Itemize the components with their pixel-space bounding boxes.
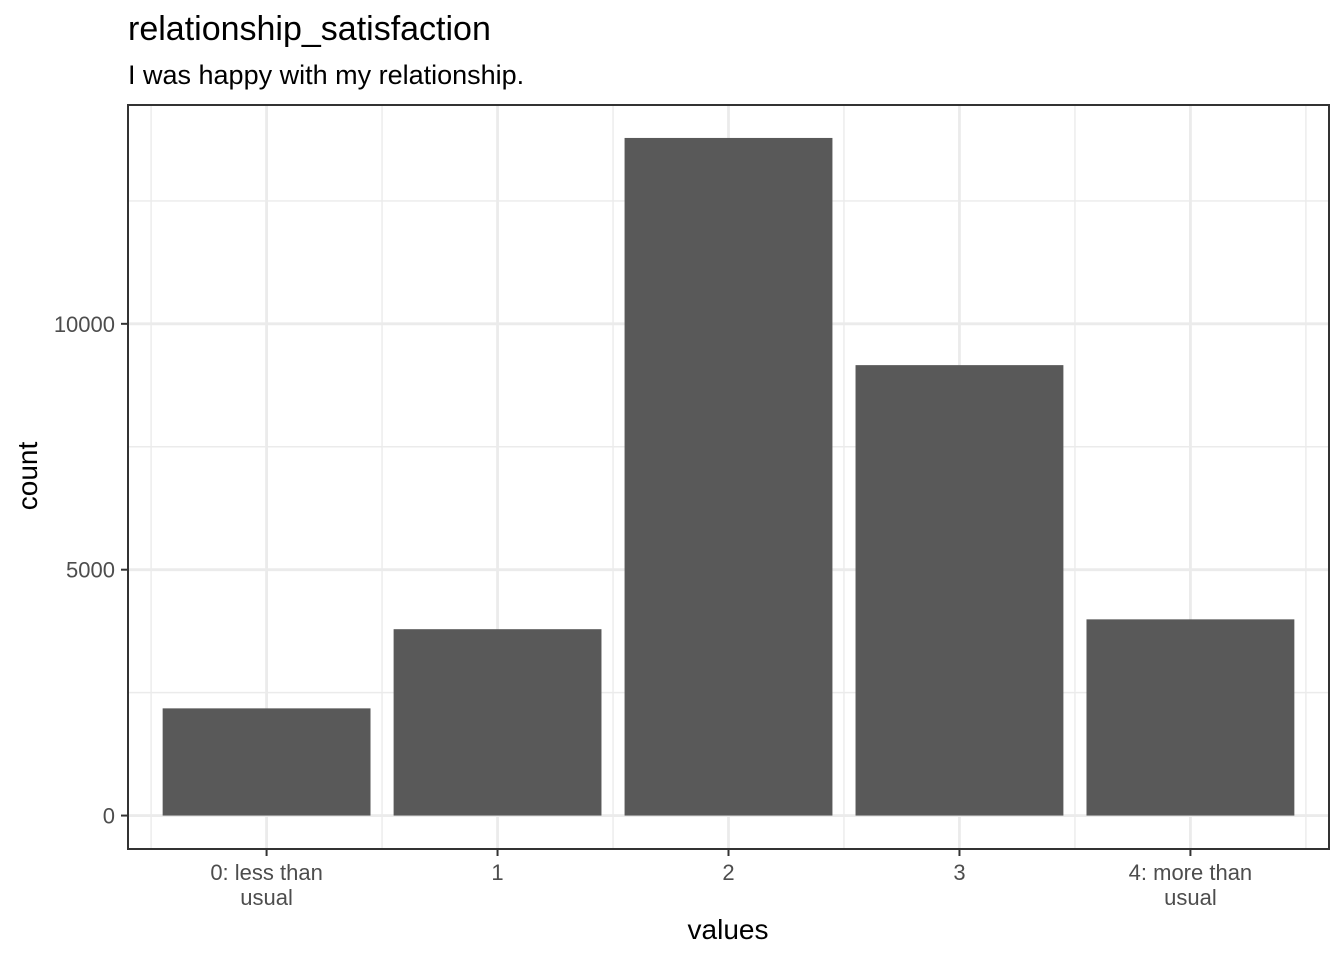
plot-panel: 0 5000 10000 0: less than usual 1 2 3 4: more th… [54, 104, 1330, 910]
bar [1086, 619, 1295, 816]
chart-title: relationship_satisfaction [128, 10, 491, 48]
x-tick-label: 1 [491, 860, 503, 885]
y-tick-label: 5000 [66, 558, 115, 583]
x-tick-label: 3 [953, 860, 965, 885]
y-tick-label: 0 [103, 804, 115, 829]
x-tick-label: 2 [722, 860, 734, 885]
bar [855, 365, 1064, 816]
y-tick-label: 10000 [54, 312, 115, 337]
bar [393, 629, 602, 816]
x-axis-title: values [688, 914, 769, 945]
bar [624, 137, 833, 816]
y-axis-title: count [12, 442, 43, 511]
x-tick-label: 0: less than usual [210, 860, 323, 910]
chart-subtitle: I was happy with my relationship. [128, 60, 524, 90]
x-tick-label: 4: more than usual [1129, 860, 1253, 910]
bar [162, 708, 371, 816]
